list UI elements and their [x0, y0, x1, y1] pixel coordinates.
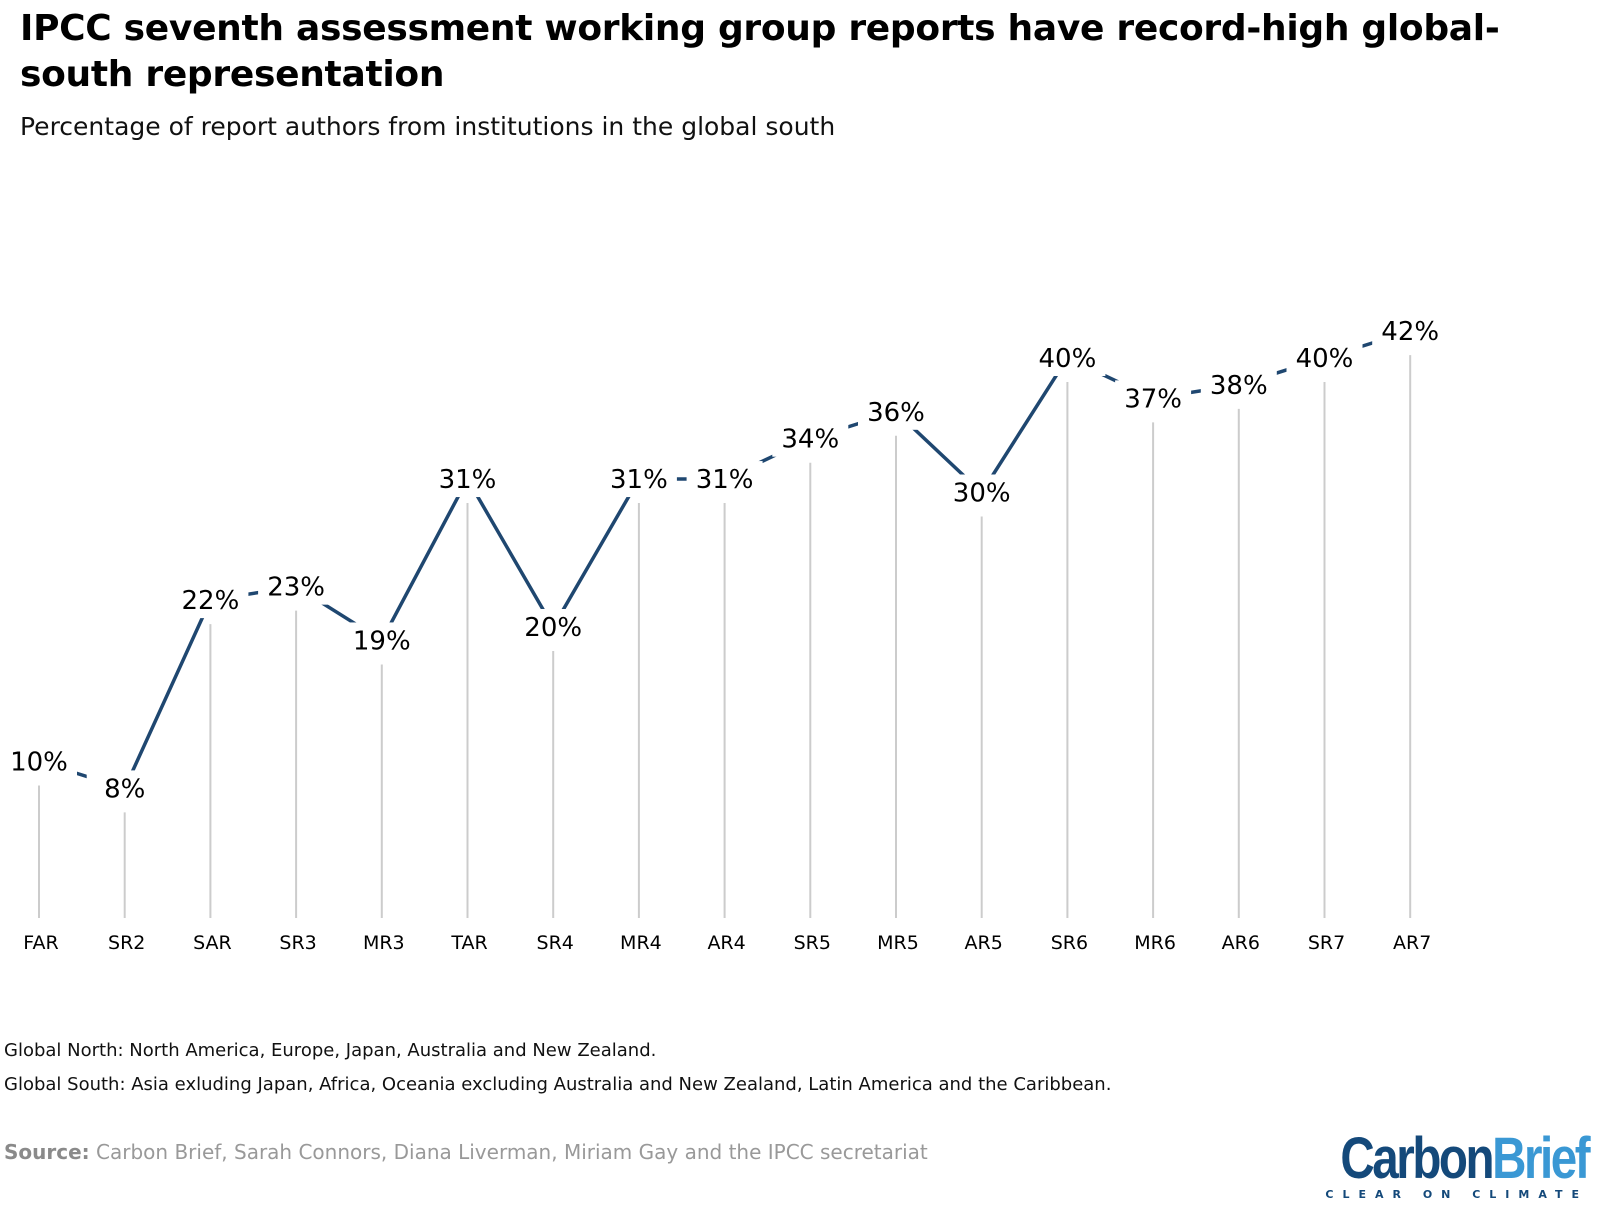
- note-global-south: Global South: Asia exluding Japan, Afric…: [4, 1074, 1112, 1095]
- x-tick-label: MR6: [1134, 932, 1176, 954]
- data-label: 23%: [267, 573, 325, 603]
- data-label-background: [1115, 380, 1192, 417]
- data-label-background: [258, 568, 335, 605]
- x-tick-label: SR4: [537, 932, 574, 954]
- data-label: 30%: [953, 479, 1011, 509]
- data-label-background: [943, 474, 1020, 511]
- x-tick-label: AR7: [1393, 932, 1431, 954]
- x-tick-label: SR3: [279, 932, 316, 954]
- data-label-background: [1200, 366, 1277, 403]
- x-tick-label: AR6: [1222, 932, 1260, 954]
- data-label: 36%: [867, 398, 925, 428]
- carbonbrief-logo: CarbonBrief CLEAR ON CLIMATE: [1325, 1126, 1590, 1202]
- source-line: Source: Carbon Brief, Sarah Connors, Dia…: [4, 1140, 928, 1164]
- data-label-background: [515, 609, 592, 645]
- data-label: 34%: [781, 425, 839, 455]
- x-tick-label: MR4: [620, 932, 662, 954]
- data-label-background: [172, 582, 249, 619]
- data-labels: 10% 8% 22% 23% 19% 31% 20% 31% 31% 34% 36% 30% 40% 37…: [1, 313, 1449, 807]
- data-label: 42%: [1381, 317, 1439, 347]
- data-label-background: [600, 461, 677, 498]
- x-tick-label: TAR: [450, 932, 487, 954]
- source-label: Source:: [4, 1140, 90, 1164]
- data-label: 10%: [10, 748, 68, 778]
- data-label-background: [858, 393, 934, 430]
- x-tick-label: SAR: [193, 932, 232, 954]
- data-label-background: [1029, 340, 1106, 376]
- x-tick-label: AR4: [707, 932, 745, 954]
- data-label: 22%: [182, 586, 240, 616]
- x-tick-label: FAR: [23, 932, 58, 954]
- source-text: Carbon Brief, Sarah Connors, Diana Liver…: [89, 1140, 928, 1164]
- x-axis-labels: FAR SR2 SAR SR3 MR3 TAR SR4 MR4 AR4 SR5 MR5 AR5 SR6 M…: [23, 932, 1431, 954]
- x-tick-label: AR5: [965, 932, 1003, 954]
- data-label: 37%: [1124, 384, 1182, 414]
- data-label-background: [1286, 340, 1363, 376]
- data-label-background: [686, 461, 763, 498]
- data-label: 19%: [353, 626, 411, 656]
- drop-lines: [38, 355, 1412, 918]
- x-tick-label: SR5: [794, 932, 831, 954]
- data-label: 31%: [610, 465, 668, 495]
- data-label-background: [1, 743, 77, 780]
- x-tick-label: MR3: [363, 932, 405, 954]
- data-label: 38%: [1210, 371, 1268, 401]
- line-chart: 10% 8% 22% 23% 19% 31% 20% 31% 31% 34% 36% 30% 40% 37…: [1, 313, 1449, 954]
- data-label-background: [86, 770, 163, 807]
- x-tick-label: SR7: [1308, 932, 1345, 954]
- data-label-background: [772, 420, 849, 457]
- data-label: 20%: [524, 613, 582, 643]
- data-label-background: [343, 622, 420, 659]
- data-label: 8%: [104, 774, 145, 804]
- data-label-background: [429, 461, 506, 498]
- data-label: 40%: [1039, 344, 1097, 374]
- x-tick-label: SR2: [108, 932, 145, 954]
- x-tick-label: MR5: [877, 932, 919, 954]
- data-label-background: [1372, 313, 1449, 350]
- chart-subtitle: Percentage of report authors from instit…: [20, 112, 836, 141]
- chart-title: IPCC seventh assessment working group re…: [20, 8, 1500, 95]
- data-label: 31%: [696, 465, 754, 495]
- data-label: 31%: [439, 465, 497, 495]
- note-global-north: Global North: North America, Europe, Jap…: [4, 1040, 657, 1061]
- x-tick-label: SR6: [1051, 932, 1088, 954]
- data-label: 40%: [1296, 344, 1354, 374]
